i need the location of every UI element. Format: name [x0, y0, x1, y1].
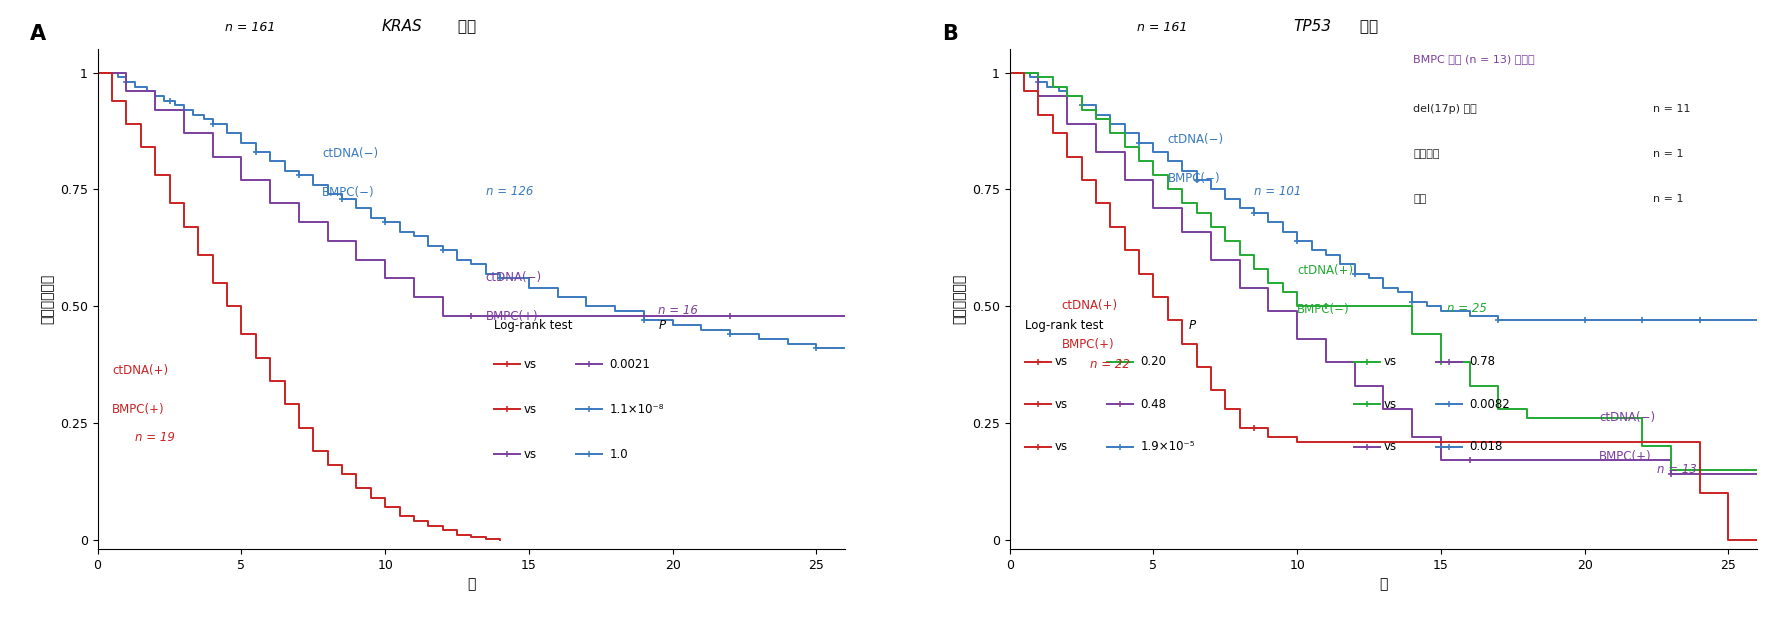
Text: BMPC(−): BMPC(−) [321, 186, 375, 199]
Text: 0.018: 0.018 [1470, 440, 1503, 453]
Text: vs: vs [524, 403, 536, 416]
Text: n = 161: n = 161 [1136, 22, 1187, 35]
Text: 0.20: 0.20 [1141, 355, 1166, 368]
Text: 0.48: 0.48 [1141, 398, 1166, 411]
Y-axis label: 無増悪生存率: 無増悪生存率 [953, 274, 966, 325]
Text: KRAS: KRAS [382, 19, 422, 35]
Text: B: B [943, 24, 959, 44]
Text: vs: vs [524, 448, 536, 461]
Text: n = 101: n = 101 [1255, 185, 1301, 198]
Text: 0.78: 0.78 [1470, 355, 1495, 368]
Text: vs: vs [1054, 355, 1067, 368]
Text: n = 16: n = 16 [659, 304, 698, 317]
Text: 両方: 両方 [1413, 194, 1427, 204]
X-axis label: 月: 月 [1379, 578, 1388, 592]
Text: A: A [30, 24, 46, 44]
Text: 0.0082: 0.0082 [1470, 398, 1511, 411]
Text: ctDNA(−): ctDNA(−) [1168, 133, 1225, 146]
Text: P: P [659, 319, 666, 332]
Text: 1.1×10⁻⁸: 1.1×10⁻⁸ [611, 403, 664, 416]
Text: BMPC のみ (n = 13) の内訳: BMPC のみ (n = 13) の内訳 [1413, 54, 1535, 64]
Text: vs: vs [1383, 398, 1397, 411]
Text: Log-rank test: Log-rank test [493, 319, 577, 332]
Text: del(17p) のみ: del(17p) のみ [1413, 104, 1477, 114]
Y-axis label: 無増悪生存率: 無増悪生存率 [41, 274, 55, 325]
Text: n = 19: n = 19 [135, 431, 176, 444]
Text: n = 11: n = 11 [1653, 104, 1690, 114]
Text: BMPC(+): BMPC(+) [486, 310, 538, 323]
Text: 変異: 変異 [1354, 19, 1377, 35]
Text: n = 13: n = 13 [1656, 463, 1697, 476]
Text: vs: vs [1383, 355, 1397, 368]
Text: Log-rank test: Log-rank test [1024, 319, 1108, 332]
Text: vs: vs [1383, 440, 1397, 453]
Text: ctDNA(+): ctDNA(+) [1298, 264, 1353, 277]
Text: n = 1: n = 1 [1653, 194, 1683, 204]
X-axis label: 月: 月 [467, 578, 476, 592]
Text: 変異のみ: 変異のみ [1413, 149, 1440, 159]
Text: 変異: 変異 [453, 19, 476, 35]
Text: n = 25: n = 25 [1447, 302, 1487, 315]
Text: ctDNA(−): ctDNA(−) [321, 147, 378, 160]
Text: ctDNA(−): ctDNA(−) [486, 271, 541, 284]
Text: P: P [1189, 319, 1196, 332]
Text: BMPC(−): BMPC(−) [1298, 303, 1349, 316]
Text: n = 161: n = 161 [225, 22, 275, 35]
Text: ctDNA(+): ctDNA(+) [112, 365, 169, 378]
Text: 0.0021: 0.0021 [611, 358, 651, 371]
Text: ctDNA(−): ctDNA(−) [1599, 411, 1656, 424]
Text: vs: vs [1054, 440, 1067, 453]
Text: vs: vs [1054, 398, 1067, 411]
Text: n = 126: n = 126 [486, 185, 532, 198]
Text: TP53: TP53 [1294, 19, 1331, 35]
Text: BMPC(+): BMPC(+) [112, 403, 165, 416]
Text: vs: vs [524, 358, 536, 371]
Text: 1.0: 1.0 [611, 448, 628, 461]
Text: 1.9×10⁻⁵: 1.9×10⁻⁵ [1141, 440, 1195, 453]
Text: ctDNA(+): ctDNA(+) [1061, 299, 1118, 312]
Text: n = 22: n = 22 [1090, 358, 1131, 371]
Text: n = 1: n = 1 [1653, 149, 1683, 159]
Text: BMPC(+): BMPC(+) [1061, 337, 1115, 351]
Text: BMPC(+): BMPC(+) [1599, 450, 1653, 463]
Text: BMPC(−): BMPC(−) [1168, 172, 1221, 185]
